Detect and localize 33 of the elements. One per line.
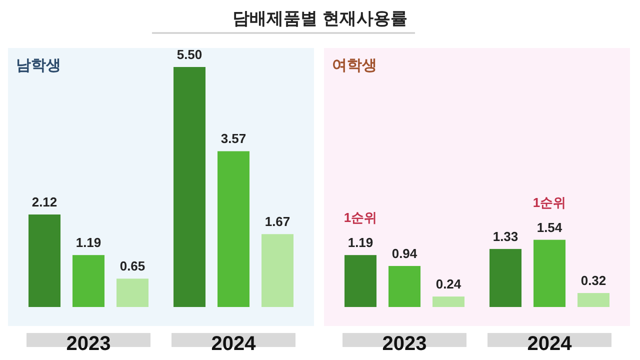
data-label: 1.19 [348,235,374,250]
bar [262,234,294,307]
bar [432,296,464,307]
bar [218,151,250,307]
bar [174,67,206,307]
bar [578,293,610,307]
chart-subtitle: 여학생 [332,57,377,74]
bar [388,266,420,307]
bar [116,278,148,307]
text: 1순위 [344,210,378,226]
chart-subtitle: 남학생 [16,57,61,74]
bar [344,255,376,307]
data-label: 0.94 [392,246,418,261]
bar [28,214,60,307]
x-tick-label: 2024 [527,333,573,355]
bar [490,248,522,307]
data-label: 3.57 [220,131,246,146]
x-tick-label: 2023 [66,333,111,355]
data-label: 1.19 [76,235,102,250]
chart-title: 담배제품별 현재사용률 [232,9,408,28]
data-label: 0.24 [436,276,462,292]
data-label: 2.12 [32,194,58,210]
data-label: 1.67 [264,214,290,230]
text: 1순위 [532,194,566,210]
x-tick-label: 2023 [382,333,427,355]
bar [534,240,566,307]
data-label: 1.33 [492,228,518,244]
data-label: 1.54 [536,220,563,235]
data-label: 5.50 [176,47,202,62]
data-label: 0.32 [580,273,606,288]
data-label: 0.65 [120,258,146,274]
bar [72,255,104,307]
x-tick-label: 2024 [211,333,257,355]
